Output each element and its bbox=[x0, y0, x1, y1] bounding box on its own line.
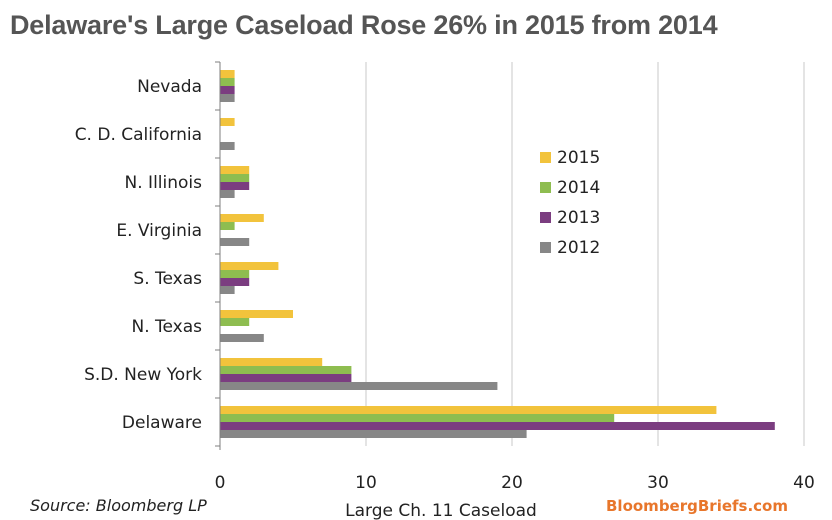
bar-2014-delaware bbox=[220, 414, 615, 422]
y-tick-label: Nevada bbox=[137, 77, 202, 97]
y-tick-label: S.D. New York bbox=[84, 365, 202, 385]
bar-2014-nevada bbox=[220, 78, 235, 86]
legend-swatch-2013 bbox=[540, 212, 551, 223]
bar-2013-s-texas bbox=[220, 278, 250, 286]
bar-2015-n-illinois bbox=[220, 166, 250, 174]
bar-2012-nevada bbox=[220, 94, 235, 102]
bar-2013-delaware bbox=[220, 422, 775, 430]
chart-title: Delaware's Large Caseload Rose 26% in 20… bbox=[10, 10, 718, 40]
bar-2015-s-texas bbox=[220, 262, 279, 270]
bar-2015-nevada bbox=[220, 70, 235, 78]
legend-swatch-2012 bbox=[540, 242, 551, 253]
bar-2013-nevada bbox=[220, 86, 235, 94]
legend-label-2012: 2012 bbox=[557, 238, 600, 258]
x-tick-label: 40 bbox=[793, 473, 815, 493]
legend-swatch-2014 bbox=[540, 182, 551, 193]
legend-label-2015: 2015 bbox=[557, 148, 600, 168]
bar-2012-c-d-california bbox=[220, 142, 235, 150]
x-tick-label: 10 bbox=[355, 473, 377, 493]
x-tick-label: 20 bbox=[501, 473, 523, 493]
bar-2015-s-d-new-york bbox=[220, 358, 323, 366]
y-tick-label: E. Virginia bbox=[116, 221, 202, 241]
x-tick-labels: 0 10 20 30 40 bbox=[215, 473, 815, 493]
y-tick-label: C. D. California bbox=[75, 125, 202, 145]
bar-2015-c-d-california bbox=[220, 118, 235, 126]
x-axis-label: Large Ch. 11 Caseload bbox=[345, 501, 537, 520]
bar-2012-s-texas bbox=[220, 286, 235, 294]
legend-label-2013: 2013 bbox=[557, 208, 600, 228]
bar-2015-delaware bbox=[220, 406, 717, 414]
bar-2012-n-illinois bbox=[220, 190, 235, 198]
x-tick-label: 0 bbox=[215, 473, 226, 493]
bar-2012-e-virginia bbox=[220, 238, 250, 246]
bar-2014-e-virginia bbox=[220, 222, 235, 230]
bar-2014-s-d-new-york bbox=[220, 366, 352, 374]
y-tick-label: S. Texas bbox=[133, 269, 202, 289]
y-tick-label: N. Texas bbox=[131, 317, 202, 337]
y-tick-label: Delaware bbox=[122, 413, 202, 433]
legend-label-2014: 2014 bbox=[557, 178, 600, 198]
bar-2012-n-texas bbox=[220, 334, 264, 342]
bars bbox=[220, 70, 775, 438]
bar-2014-n-texas bbox=[220, 318, 250, 326]
legend: 2015 2014 2013 2012 bbox=[540, 148, 600, 258]
y-tick-labels: Nevada C. D. California N. Illinois E. Virg… bbox=[75, 77, 202, 433]
bar-2014-n-illinois bbox=[220, 174, 250, 182]
bar-2012-s-d-new-york bbox=[220, 382, 498, 390]
source-note: Source: Bloomberg LP bbox=[30, 496, 207, 515]
y-tick-label: N. Illinois bbox=[125, 173, 203, 193]
axes bbox=[215, 61, 221, 450]
bar-2013-s-d-new-york bbox=[220, 374, 352, 382]
legend-swatch-2015 bbox=[540, 152, 551, 163]
x-tick-label: 30 bbox=[647, 473, 669, 493]
bar-2013-n-illinois bbox=[220, 182, 250, 190]
bar-2012-delaware bbox=[220, 430, 527, 438]
bar-2014-s-texas bbox=[220, 270, 250, 278]
brand-label: BloombergBriefs.com bbox=[606, 497, 788, 515]
bar-2015-e-virginia bbox=[220, 214, 264, 222]
bar-2015-n-texas bbox=[220, 310, 293, 318]
